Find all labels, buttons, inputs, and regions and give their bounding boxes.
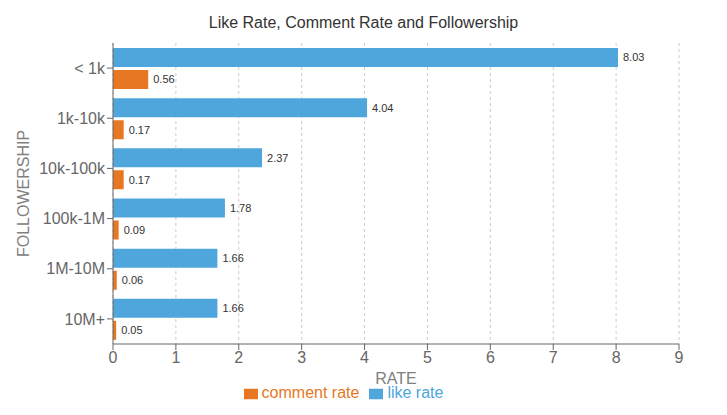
svg-text:5: 5: [423, 349, 432, 366]
svg-text:2.37: 2.37: [267, 152, 288, 164]
svg-text:0.05: 0.05: [121, 324, 142, 336]
svg-text:8: 8: [612, 349, 621, 366]
html-text:Like Rate, Comment Rate and Fo: Like Rate, Comment Rate and Followership: [208, 14, 519, 31]
svg-text:1.66: 1.66: [222, 252, 243, 264]
svg-text:3: 3: [297, 349, 306, 366]
svg-text:7: 7: [549, 349, 558, 366]
svg-text:0.56: 0.56: [153, 73, 174, 85]
svg-text:RATE: RATE: [375, 370, 416, 387]
svg-text:2: 2: [234, 349, 243, 366]
svg-text:1k-10k: 1k-10k: [57, 110, 106, 127]
svg-text:10M+: 10M+: [65, 311, 105, 328]
svg-text:1: 1: [171, 349, 180, 366]
svg-text:1M-10M: 1M-10M: [46, 260, 105, 277]
svg-text:0.06: 0.06: [122, 274, 143, 286]
html-text:comment rate: comment rate: [261, 384, 360, 401]
svg-text:< 1k: < 1k: [74, 60, 106, 77]
svg-text:100k-1M: 100k-1M: [43, 210, 105, 227]
svg-text:9: 9: [675, 349, 684, 366]
svg-text:0.09: 0.09: [124, 224, 145, 236]
svg-text:1.78: 1.78: [230, 202, 251, 214]
html-text:like rate: like rate: [387, 384, 444, 401]
svg-text:0.17: 0.17: [129, 174, 150, 186]
svg-text:4: 4: [360, 349, 369, 366]
svg-text:FOLLOWERSHIP: FOLLOWERSHIP: [15, 130, 32, 257]
svg-text:10k-100k: 10k-100k: [39, 160, 106, 177]
svg-text:0: 0: [109, 349, 118, 366]
svg-text:8.03: 8.03: [623, 51, 644, 63]
svg-text:4.04: 4.04: [372, 102, 393, 114]
svg-text:6: 6: [486, 349, 495, 366]
svg-text:0.17: 0.17: [129, 124, 150, 136]
svg-text:1.66: 1.66: [222, 302, 243, 314]
